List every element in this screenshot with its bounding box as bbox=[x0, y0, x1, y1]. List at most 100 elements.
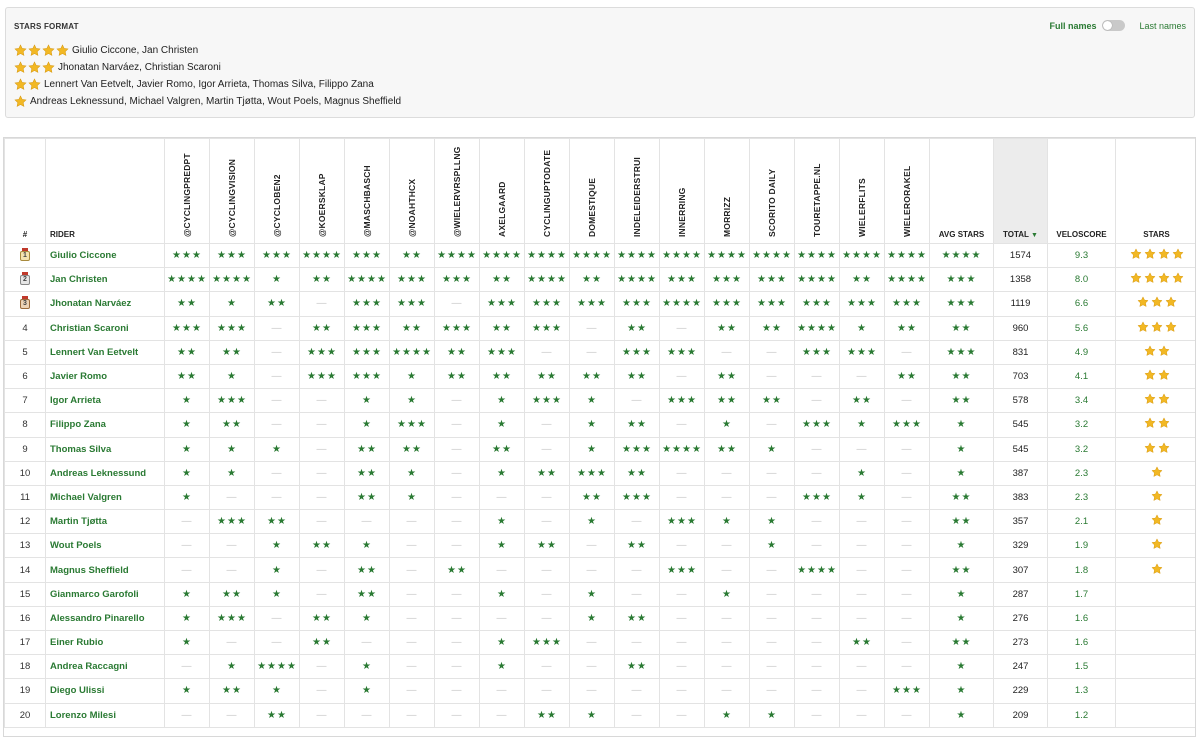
pick-stars-cell: ★ bbox=[839, 460, 885, 486]
table-row[interactable]: 12 Martin Tjøtta — ★★★ ★★ — — — — ★ — ★ — ★★★ ★ ★ — — — ★★ 3… bbox=[4, 509, 1195, 535]
rider-name-link[interactable]: Igor Arrieta bbox=[45, 388, 165, 414]
gold-stars-group bbox=[1136, 320, 1177, 333]
rider-name-link[interactable]: Filippo Zana bbox=[45, 412, 165, 438]
table-row[interactable]: 8 Filippo Zana ★ ★★ — — ★ ★★★ — ★ — ★ ★★ — ★ — ★★★ ★ ★★★ ★ 5… bbox=[4, 412, 1195, 438]
table-row[interactable]: 5 Lennert Van Eetvelt ★★ ★★ — ★★★ ★★★ ★★★★ ★★ ★★★… bbox=[4, 339, 1195, 365]
gold-star-icon bbox=[1150, 514, 1163, 526]
stars-header[interactable]: STARS bbox=[1115, 138, 1195, 244]
table-row[interactable]: 2 Jan Christen ★★★★ ★★★★ ★ ★★ ★★★★ ★★★ ★★★ ★★ ★★★★… bbox=[4, 267, 1195, 293]
rank-medal-cell: 2 bbox=[4, 267, 46, 293]
source-header-wrap: WIELERORAKEL bbox=[885, 139, 929, 243]
rider-name-link[interactable]: Wout Poels bbox=[45, 533, 165, 559]
full-names-label[interactable]: Full names bbox=[1049, 20, 1097, 31]
rider-name-link[interactable]: Alessandro Pinarello bbox=[45, 605, 165, 632]
last-names-label[interactable]: Last names bbox=[1139, 20, 1186, 31]
rider-name-link[interactable]: Christian Scaroni bbox=[45, 315, 165, 341]
rider-name-link[interactable]: Diego Ulissi bbox=[45, 678, 165, 704]
table-row[interactable]: 19 Diego Ulissi ★ ★★ ★ — ★ — — — — — — — — — — — ★★★ ★ 229 1.… bbox=[4, 678, 1195, 704]
gold-star-icon bbox=[1143, 393, 1156, 405]
source-header-wrap: @MASCHBASCH bbox=[345, 139, 389, 243]
source-header[interactable]: WIELERFLITS bbox=[839, 138, 885, 244]
total-header[interactable]: TOTAL ▼ bbox=[993, 138, 1048, 244]
rider-name-link[interactable]: Michael Valgren bbox=[45, 484, 165, 511]
source-header[interactable]: @NOAHTHCX bbox=[389, 138, 435, 244]
table-row[interactable]: 20 Lorenzo Milesi — — ★★ — — — — — ★★ ★ — — ★ ★ — — — ★ 209 1… bbox=[4, 702, 1195, 728]
source-header[interactable]: @CYCLOBEN2 bbox=[254, 138, 300, 244]
no-pick-cell: — bbox=[884, 605, 930, 632]
table-row[interactable]: 1 Giulio Ciccone ★★★ ★★★ ★★★ ★★★★ ★★★ ★★ ★★★★ ★★★… bbox=[4, 242, 1195, 269]
no-pick-cell: — bbox=[299, 436, 345, 462]
source-header[interactable]: CYCLINGUPTODATE bbox=[524, 138, 570, 244]
rider-name-link[interactable]: Andrea Raccagni bbox=[45, 654, 165, 680]
final-stars-cell bbox=[1115, 484, 1195, 511]
table-row[interactable]: 14 Magnus Sheffield — — ★ — ★★ — ★★ — — — — ★★★ — — ★★★★… bbox=[4, 557, 1195, 583]
table-row[interactable]: 4 Christian Scaroni ★★★ ★★★ — ★★ ★★★ ★★ ★★★ ★★ ★★★… bbox=[4, 315, 1195, 341]
source-header-label: CYCLINGUPTODATE bbox=[542, 149, 552, 237]
pick-stars-cell: ★★★ bbox=[344, 315, 390, 341]
pick-stars-cell: ★★★ bbox=[479, 291, 525, 317]
rider-name-link[interactable]: Gianmarco Garofoli bbox=[45, 581, 165, 607]
source-header[interactable]: @KOERSKLAP bbox=[299, 138, 345, 244]
rider-name-link[interactable]: Thomas Silva bbox=[45, 436, 165, 462]
source-header[interactable]: @CYCLINGPREDPT bbox=[164, 138, 210, 244]
pick-stars-cell: ★ bbox=[254, 581, 300, 607]
source-header[interactable]: @WIELERVRSPLLNG bbox=[434, 138, 480, 244]
pick-stars-cell: ★ bbox=[749, 702, 795, 728]
name-format-toggle[interactable] bbox=[1102, 20, 1126, 31]
pick-stars-cell: ★★★ bbox=[659, 267, 705, 293]
final-stars-cell bbox=[1115, 678, 1195, 704]
table-row[interactable]: 13 Wout Poels — — ★ ★★ ★ — — ★ ★★ — ★★ — — ★ — — — ★ 329 1.9 bbox=[4, 533, 1195, 559]
pick-stars-cell: ★★ bbox=[884, 363, 930, 390]
table-row[interactable]: 9 Thomas Silva ★ ★ ★ — ★★ ★★ — ★★ — ★ ★★★ ★★★★ ★★ ★ — — — ★… bbox=[4, 436, 1195, 462]
pick-stars-cell: ★★★★ bbox=[344, 267, 390, 293]
rider-name-link[interactable]: Lennert Van Eetvelt bbox=[45, 339, 165, 365]
rider-name-link[interactable]: Giulio Ciccone bbox=[45, 242, 165, 269]
no-pick-cell: — bbox=[479, 678, 525, 704]
no-pick-cell: — bbox=[614, 702, 660, 728]
source-header[interactable]: MORRIZZ bbox=[704, 138, 750, 244]
no-pick-cell: — bbox=[389, 581, 435, 607]
source-header[interactable]: INDELEIDERSTRUI bbox=[614, 138, 660, 244]
pick-stars-cell: ★★★★ bbox=[794, 315, 840, 341]
source-header[interactable]: @CYCLINGVISION bbox=[209, 138, 255, 244]
rider-name-link[interactable]: Jhonatan Narváez bbox=[45, 291, 165, 317]
no-pick-cell: — bbox=[524, 581, 570, 607]
rider-name-link[interactable]: Jan Christen bbox=[45, 267, 165, 293]
source-header[interactable]: @MASCHBASCH bbox=[344, 138, 390, 244]
rider-name-link[interactable]: Martin Tjøtta bbox=[45, 509, 165, 535]
veloscore-header[interactable]: VELOSCORE bbox=[1047, 138, 1116, 244]
no-pick-cell: — bbox=[209, 557, 255, 583]
no-pick-cell: — bbox=[614, 509, 660, 535]
source-header[interactable]: SCORITO DAILY bbox=[749, 138, 795, 244]
rider-name-link[interactable]: Magnus Sheffield bbox=[45, 557, 165, 583]
rider-name-link[interactable]: Javier Romo bbox=[45, 363, 165, 390]
avg-stars-header[interactable]: AVG STARS bbox=[929, 138, 994, 244]
table-row[interactable]: 7 Igor Arrieta ★ ★★★ — — ★ ★ — ★ ★★★ ★ — ★★★ ★★ ★★ — ★★ — ★… bbox=[4, 388, 1195, 414]
veloscore-cell: 1.7 bbox=[1047, 581, 1116, 607]
rider-name-link[interactable]: Andreas Leknessund bbox=[45, 460, 165, 486]
table-row[interactable]: 3 Jhonatan Narváez ★★ ★ ★★ — ★★★ ★★★ — ★★★ ★★★ ★★★ ★… bbox=[4, 291, 1195, 317]
table-row[interactable]: 18 Andrea Raccagni — ★ ★★★★ — ★ — — ★ — — ★★ — — — — — — ★ 2… bbox=[4, 654, 1195, 680]
table-row[interactable]: 16 Alessandro Pinarello ★ ★★★ — ★★ ★ — — — — ★ ★★ — — —… bbox=[4, 605, 1195, 632]
table-row[interactable]: 17 Einer Rubio ★ — — ★★ — — — ★ ★★★ — — — — — — ★★ — ★★ 273 1… bbox=[4, 629, 1195, 656]
source-header[interactable]: TOURETAPPE.NL bbox=[794, 138, 840, 244]
pick-stars-cell: ★ bbox=[209, 460, 255, 486]
pick-stars-cell: ★★★ bbox=[794, 412, 840, 438]
table-row[interactable]: 11 Michael Valgren ★ — — — ★★ ★ — — — ★★ ★★★ — — — ★★★ ★ —… bbox=[4, 484, 1195, 511]
pick-stars-cell: ★★★★ bbox=[164, 267, 210, 293]
rider-name-link[interactable]: Lorenzo Milesi bbox=[45, 702, 165, 728]
rider-name-link[interactable]: Einer Rubio bbox=[45, 629, 165, 656]
pick-stars-cell: ★★ bbox=[524, 533, 570, 559]
table-row[interactable]: 10 Andreas Leknessund ★ ★ — — ★★ ★ — ★ ★★ ★★★ ★★ — — — —… bbox=[4, 460, 1195, 486]
table-row[interactable]: 6 Javier Romo ★★ ★ — ★★★ ★★★ ★ ★★ ★★ ★★ ★★ ★★ — ★★ — — — ★… bbox=[4, 363, 1195, 390]
source-header[interactable]: WIELERORAKEL bbox=[884, 138, 930, 244]
veloscore-cell: 1.2 bbox=[1047, 702, 1116, 728]
source-header[interactable]: INNERRING bbox=[659, 138, 705, 244]
table-row[interactable]: 15 Gianmarco Garofoli ★ ★★ ★ — ★★ — — ★ — ★ — — ★ — — — — ★… bbox=[4, 581, 1195, 607]
source-header[interactable]: DOMESTIQUE bbox=[569, 138, 615, 244]
rider-header[interactable]: RIDER bbox=[45, 138, 165, 244]
no-pick-cell: — bbox=[254, 605, 300, 632]
rank-header[interactable]: # bbox=[4, 138, 46, 244]
no-pick-cell: — bbox=[794, 605, 840, 632]
source-header[interactable]: AXELGAARD bbox=[479, 138, 525, 244]
